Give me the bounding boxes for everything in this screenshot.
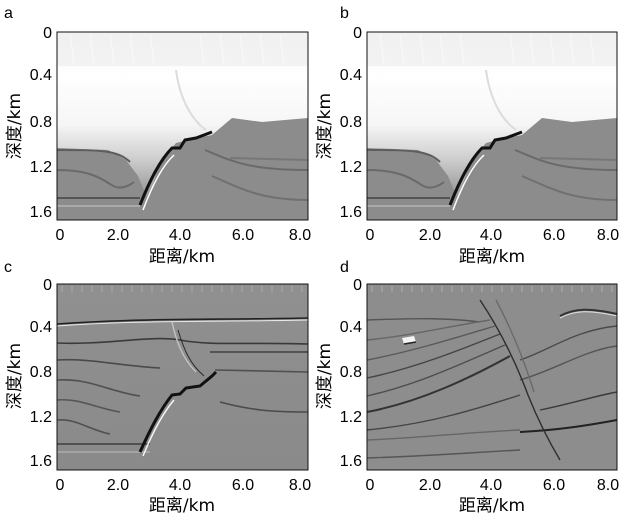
y-tick-label: 1.6 xyxy=(30,453,52,470)
panel-b: b 0 xyxy=(315,5,619,267)
seismic-image xyxy=(366,284,618,470)
x-tick-label: 0 xyxy=(366,227,375,244)
x-tick-label: 8.0 xyxy=(289,477,311,494)
y-tick-label: 0.8 xyxy=(340,364,362,381)
y-axis-title: 深度/km xyxy=(5,343,25,409)
x-tick-label: 0 xyxy=(56,477,65,494)
y-tick-label: 1.6 xyxy=(340,453,362,470)
y-tick-label: 0 xyxy=(43,277,52,294)
y-axis-title: 深度/km xyxy=(315,93,335,159)
y-tick-label: 1.6 xyxy=(340,204,362,221)
x-tick-label: 6.0 xyxy=(543,477,565,494)
x-tick-label: 2.0 xyxy=(419,477,441,494)
x-tick-label: 4.0 xyxy=(169,227,191,244)
y-axis-title: 深度/km xyxy=(5,93,25,159)
x-axis-title: 距离/km xyxy=(149,496,215,516)
y-tick-label: 1.2 xyxy=(340,159,362,176)
y-tick-label: 0.4 xyxy=(340,67,362,84)
x-tick-label: 6.0 xyxy=(232,227,254,244)
y-tick-label: 1.2 xyxy=(30,409,52,426)
panel-label: d xyxy=(340,259,349,276)
x-tick-label: 8.0 xyxy=(289,227,311,244)
y-tick-label: 0.8 xyxy=(340,114,362,131)
y-tick-label: 0 xyxy=(43,25,52,42)
seismic-image xyxy=(56,32,309,220)
x-tick-label: 2.0 xyxy=(107,477,129,494)
panel-c: c xyxy=(4,259,311,516)
y-tick-label: 0.4 xyxy=(340,319,362,336)
panel-label: b xyxy=(340,5,349,22)
y-tick-label: 0 xyxy=(353,25,362,42)
panel-label: c xyxy=(4,259,12,276)
y-tick-label: 0.4 xyxy=(30,67,52,84)
x-tick-label: 8.0 xyxy=(597,477,619,494)
panel-label: a xyxy=(4,5,13,22)
x-tick-label: 0 xyxy=(56,227,65,244)
x-tick-label: 6.0 xyxy=(232,477,254,494)
x-tick-label: 4.0 xyxy=(480,477,502,494)
y-tick-label: 1.2 xyxy=(340,409,362,426)
x-axis-title: 距离/km xyxy=(459,247,525,267)
y-tick-label: 0 xyxy=(353,277,362,294)
y-tick-label: 0.8 xyxy=(30,364,52,381)
x-tick-label: 0 xyxy=(366,477,375,494)
panel-d: d xyxy=(315,259,619,516)
y-tick-label: 1.6 xyxy=(30,204,52,221)
y-tick-label: 0.8 xyxy=(30,114,52,131)
seismic-image xyxy=(56,284,309,470)
x-axis-title: 距离/km xyxy=(149,247,215,267)
x-tick-label: 4.0 xyxy=(480,227,502,244)
y-tick-label: 1.2 xyxy=(30,159,52,176)
panel-a: a xyxy=(4,5,311,267)
y-tick-label: 0.4 xyxy=(30,319,52,336)
x-tick-label: 4.0 xyxy=(169,477,191,494)
y-axis-title: 深度/km xyxy=(315,343,335,409)
seismic-image xyxy=(366,32,618,220)
x-tick-label: 8.0 xyxy=(597,227,619,244)
x-tick-label: 2.0 xyxy=(419,227,441,244)
x-tick-label: 2.0 xyxy=(107,227,129,244)
x-axis-title: 距离/km xyxy=(459,496,525,516)
x-tick-label: 6.0 xyxy=(543,227,565,244)
